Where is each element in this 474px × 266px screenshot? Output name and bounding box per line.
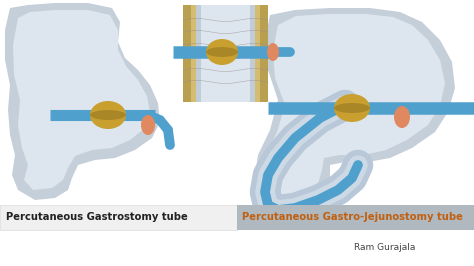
Polygon shape: [237, 205, 474, 230]
Polygon shape: [0, 205, 237, 230]
Ellipse shape: [334, 94, 370, 122]
Ellipse shape: [334, 103, 370, 113]
Ellipse shape: [141, 115, 155, 135]
Polygon shape: [196, 5, 255, 102]
Polygon shape: [5, 3, 160, 200]
Polygon shape: [191, 5, 260, 102]
Polygon shape: [13, 10, 150, 190]
Text: Percutaneous Gastro-Jejunostomy tube: Percutaneous Gastro-Jejunostomy tube: [242, 213, 463, 222]
Polygon shape: [183, 5, 268, 102]
Ellipse shape: [394, 106, 410, 128]
Ellipse shape: [90, 101, 126, 129]
Text: Ram Gurajala: Ram Gurajala: [354, 243, 416, 252]
Text: Percutaneous Gastrostomy tube: Percutaneous Gastrostomy tube: [6, 213, 188, 222]
Polygon shape: [255, 8, 455, 205]
Ellipse shape: [90, 110, 126, 120]
Ellipse shape: [206, 39, 238, 65]
Polygon shape: [263, 14, 445, 198]
Ellipse shape: [267, 43, 279, 61]
Ellipse shape: [206, 47, 238, 57]
Polygon shape: [201, 5, 250, 102]
